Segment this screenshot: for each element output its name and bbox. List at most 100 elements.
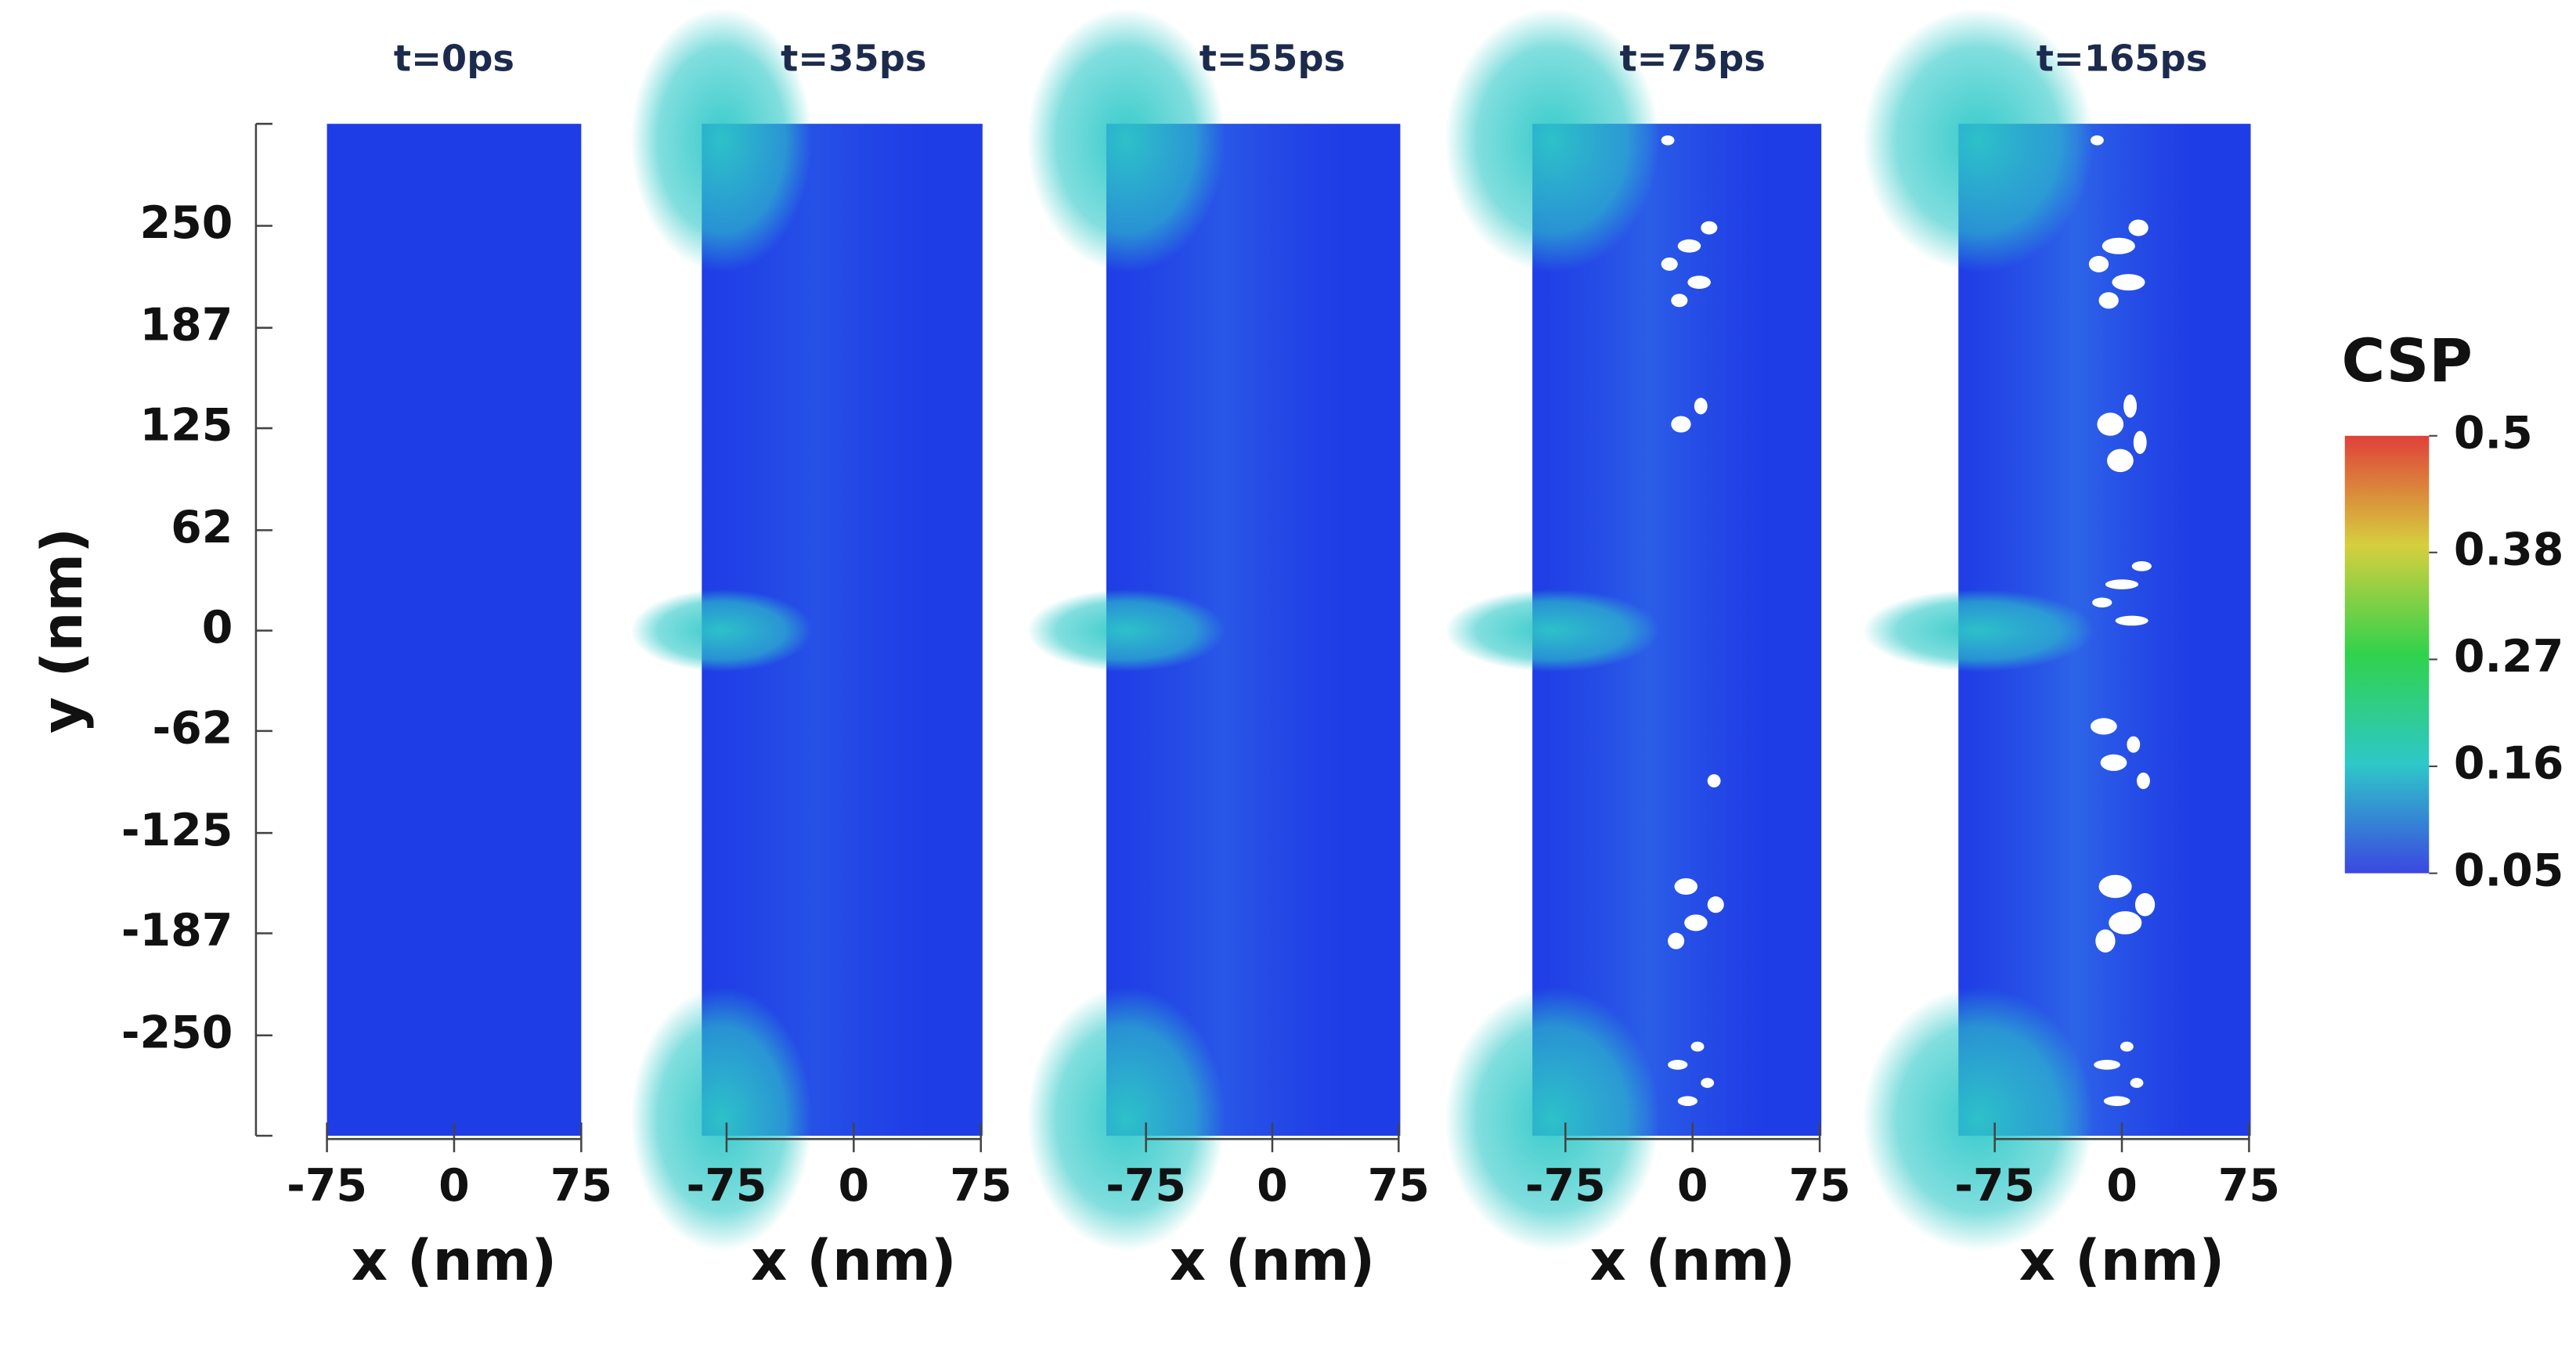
y-tick-label: -125 [121, 805, 233, 856]
cyan-region [1026, 987, 1225, 1252]
void [2134, 892, 2156, 917]
void [1668, 1059, 1688, 1070]
void [1687, 276, 1711, 290]
void [2123, 394, 2138, 418]
void [2097, 413, 2124, 436]
x-axis-label: x (nm) [352, 1227, 557, 1293]
colorbar-tick-label: 0.16 [2454, 738, 2563, 790]
void [2133, 431, 2147, 454]
x-tick-label: 75 [1368, 1160, 1430, 1212]
cyan-region [630, 589, 813, 672]
y-tick-label: 125 [140, 400, 233, 452]
x-tick-label: -75 [687, 1160, 767, 1212]
void [2107, 449, 2134, 473]
cyan-region [1862, 8, 2094, 272]
void [1677, 1096, 1698, 1107]
void [1694, 398, 1708, 415]
void [2137, 773, 2150, 790]
y-tick-label: 0 [202, 602, 233, 654]
void [2109, 911, 2142, 935]
x-axis-label: x (nm) [1589, 1227, 1795, 1293]
cyan-region [1026, 8, 1225, 272]
snapshot [630, 8, 983, 1252]
void [1707, 774, 1721, 787]
cyan-region [1862, 589, 2094, 672]
void [1707, 896, 1724, 913]
colorbar-tick-label: 0.27 [2454, 631, 2563, 683]
snapshot-base [327, 124, 582, 1136]
void [2105, 579, 2139, 589]
y-tick-label: -62 [152, 702, 233, 754]
colorbar-tick-label: 0.5 [2454, 407, 2533, 459]
cyan-region [630, 8, 813, 272]
y-tick-label: 62 [171, 502, 233, 553]
void [2127, 736, 2141, 753]
cyan-region [630, 987, 813, 1252]
x-tick-label: 0 [1677, 1160, 1708, 1212]
void [1677, 239, 1701, 253]
colorbar-label: CSP [2342, 326, 2473, 395]
x-tick-label: -75 [287, 1160, 367, 1212]
void [2120, 1041, 2134, 1052]
y-tick-label: -250 [121, 1007, 233, 1058]
void [1701, 221, 1718, 235]
panel-title: t=75ps [1620, 38, 1766, 80]
void [1668, 932, 1685, 949]
x-tick-label: 0 [839, 1160, 870, 1212]
void [1674, 877, 1698, 895]
y-tick-label: 250 [140, 197, 233, 249]
x-tick-label: 0 [1257, 1160, 1288, 1212]
x-tick-label: -75 [1106, 1160, 1186, 1212]
void [2098, 292, 2119, 309]
x-axis-label: x (nm) [751, 1227, 956, 1293]
x-tick-label: 75 [1788, 1160, 1850, 1212]
panel-title: t=165ps [2037, 38, 2208, 80]
void [2100, 754, 2127, 771]
void [2102, 237, 2135, 254]
void [2092, 597, 2112, 608]
x-tick-label: 0 [2106, 1160, 2138, 1212]
void [1661, 258, 1678, 271]
void [2094, 1059, 2120, 1070]
cyan-region [1445, 8, 1660, 272]
cyan-region [1862, 987, 2094, 1252]
cyan-region [1445, 987, 1660, 1252]
void [2090, 718, 2117, 735]
panel-title: t=35ps [781, 38, 926, 80]
snapshot [1862, 8, 2251, 1252]
x-axis-label: x (nm) [1170, 1227, 1375, 1293]
void [2090, 135, 2104, 146]
void [2128, 219, 2148, 236]
x-tick-label: -75 [1954, 1160, 2035, 1212]
colorbar-tick-label: 0.38 [2454, 524, 2563, 575]
x-tick-label: -75 [1525, 1160, 1606, 1212]
x-tick-label: 0 [438, 1160, 470, 1212]
colorbar-tick-label: 0.05 [2454, 845, 2563, 896]
panel-title: t=0ps [394, 38, 514, 80]
void [1690, 1041, 1705, 1052]
void [2103, 1096, 2130, 1107]
void [2115, 615, 2148, 626]
y-tick-label: -187 [121, 905, 233, 957]
void [2131, 561, 2152, 571]
panel-title: t=55ps [1200, 38, 1345, 80]
snapshot [1026, 8, 1401, 1252]
void [2130, 1078, 2144, 1088]
x-tick-label: 75 [550, 1160, 612, 1212]
void [2098, 874, 2132, 899]
cyan-region [1026, 589, 1225, 672]
snapshot [327, 124, 582, 1136]
void [1701, 1078, 1715, 1088]
void [1684, 914, 1708, 931]
y-axis-label: y (nm) [29, 528, 95, 733]
void [2088, 255, 2109, 272]
cyan-region [1445, 589, 1660, 672]
void [2112, 274, 2145, 291]
snapshot [1445, 8, 1822, 1252]
x-axis-label: x (nm) [2019, 1227, 2224, 1293]
x-tick-label: 75 [2218, 1160, 2280, 1212]
y-tick-label: 187 [140, 299, 233, 351]
x-tick-label: 75 [950, 1160, 1012, 1212]
